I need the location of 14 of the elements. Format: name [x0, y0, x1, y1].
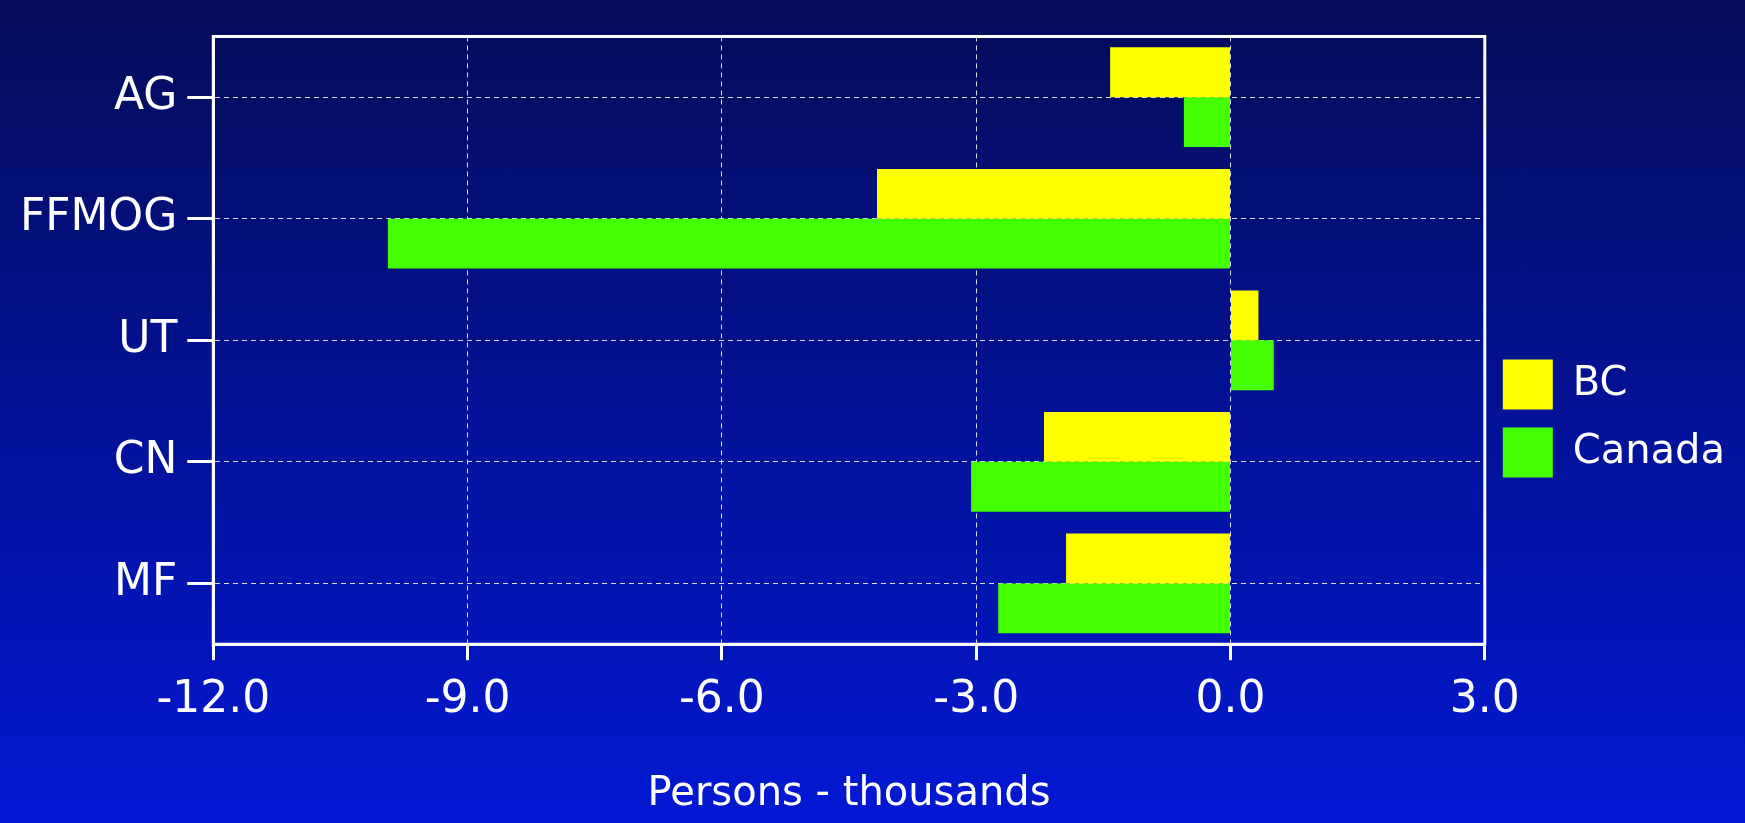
legend-label: Canada	[1572, 425, 1726, 472]
y-tick-label: CN	[113, 432, 178, 484]
x-tick-label: -3.0	[933, 671, 1020, 723]
y-tick-label: UT	[118, 310, 178, 362]
x-tick-label: -9.0	[424, 671, 511, 723]
y-tick-label: FFMOG	[20, 189, 178, 241]
y-tick-label: AG	[113, 67, 178, 119]
x-tick-label: -6.0	[678, 671, 765, 723]
x-axis-title: Persons - thousands	[647, 768, 1051, 815]
legend-label: BC	[1572, 357, 1628, 404]
x-tick-label: -12.0	[156, 671, 271, 723]
x-tick-label: 3.0	[1449, 671, 1520, 723]
y-tick-label: MF	[114, 553, 178, 605]
x-tick-label: 0.0	[1195, 671, 1266, 723]
